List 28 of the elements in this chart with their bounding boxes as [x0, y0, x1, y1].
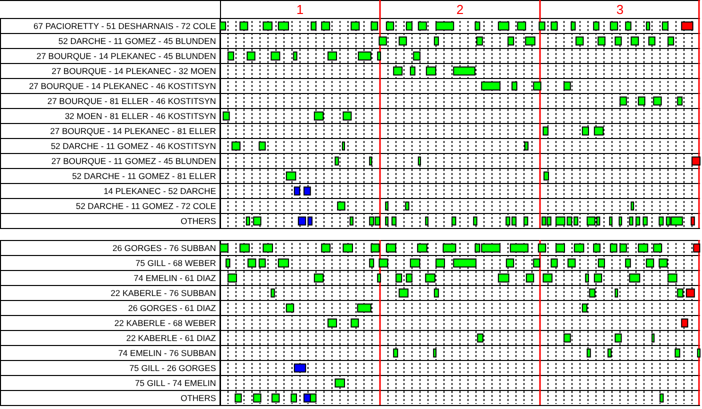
y-tick-label: 52 DARCHE - 11 GOMEZ - 72 COLE	[76, 201, 216, 211]
y-tick-label: 75 GILL - 74 EMELIN	[135, 378, 216, 388]
y-tick-label: 75 GILL - 26 GORGES	[129, 363, 216, 373]
y-tick-label: 52 DARCHE - 11 GOMEZ - 81 ELLER	[72, 171, 216, 181]
y-tick-label: 22 KABERLE - 76 SUBBAN	[110, 288, 216, 298]
x-tick-label: 2	[456, 2, 464, 17]
y-tick-label: 74 EMELIN - 76 SUBBAN	[118, 348, 216, 358]
y-tick-label: 27 BOURQUE - 81 ELLER - 46 KOSTITSYN	[47, 96, 216, 106]
y-tick-label: 26 GORGES - 61 DIAZ	[128, 303, 216, 313]
y-tick-label: OTHERS	[180, 393, 216, 403]
y-tick-label: 32 MOEN - 81 ELLER - 46 KOSTITSYN	[64, 111, 216, 121]
y-tick-label: 27 BOURQUE - 14 PLEKANEC - 81 ELLER	[50, 126, 216, 136]
y-tick-label: 52 DARCHE - 11 GOMEZ - 46 KOSTITSYN	[50, 141, 216, 151]
y-tick-label: 67 PACIORETTY - 51 DESHARNAIS - 72 COLE	[34, 21, 216, 31]
y-tick-label: 52 DARCHE - 11 GOMEZ - 45 BLUNDEN	[58, 36, 216, 46]
y-tick-label: 27 BOURQUE - 14 PLEKANEC - 46 KOSTITSYN	[28, 81, 216, 91]
y-tick-label: 75 GILL - 68 WEBER	[136, 258, 216, 268]
y-tick-label: 26 GORGES - 76 SUBBAN	[112, 243, 216, 253]
y-tick-label: 22 KABERLE - 68 WEBER	[114, 318, 216, 328]
x-tick-label: 1	[296, 2, 304, 17]
x-tick-label: 3	[616, 2, 624, 17]
y-tick-label: 14 PLEKANEC - 52 DARCHE	[104, 186, 216, 196]
y-tick-label: 27 BOURQUE - 14 PLEKANEC - 45 BLUNDEN	[36, 51, 216, 61]
y-tick-label: OTHERS	[180, 216, 216, 226]
y-tick-label: 27 BOURQUE - 11 GOMEZ - 45 BLUNDEN	[51, 156, 216, 166]
y-tick-label: 74 EMELIN - 61 DIAZ	[134, 273, 216, 283]
y-tick-label: 22 KABERLE - 61 DIAZ	[126, 333, 216, 343]
y-tick-label: 27 BOURQUE - 14 PLEKANEC - 32 MOEN	[52, 66, 216, 76]
